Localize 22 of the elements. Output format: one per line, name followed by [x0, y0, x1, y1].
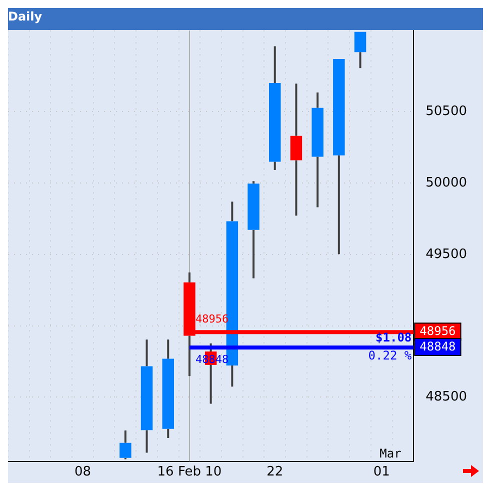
y-tick-label: 50000 — [426, 175, 468, 190]
x-tick-label: 16 Feb 10 — [157, 464, 222, 480]
ref-line-label: 48956 — [420, 324, 456, 338]
y-tick-label: 50500 — [426, 104, 468, 120]
annotation: $1.08 — [376, 330, 412, 345]
text: 48848 — [420, 340, 456, 354]
y-tick-label: 48500 — [426, 390, 468, 405]
y-tick-label: 49500 — [426, 246, 468, 262]
chart-title: Daily — [8, 9, 42, 24]
annotation: Mar — [380, 446, 402, 461]
x-tick-label: 01 — [373, 464, 390, 480]
x-tick-label: 22 — [266, 464, 284, 480]
candlestick — [226, 200, 238, 388]
candlestick — [140, 338, 153, 454]
candlestick — [120, 429, 132, 460]
x-tick-label: 08 — [74, 464, 91, 480]
candlestick — [162, 338, 174, 439]
candlestick — [248, 180, 260, 280]
candlestick — [269, 45, 281, 171]
candlestick — [290, 82, 302, 217]
annotation: 0.22 % — [368, 348, 412, 363]
candlestick — [312, 91, 324, 208]
